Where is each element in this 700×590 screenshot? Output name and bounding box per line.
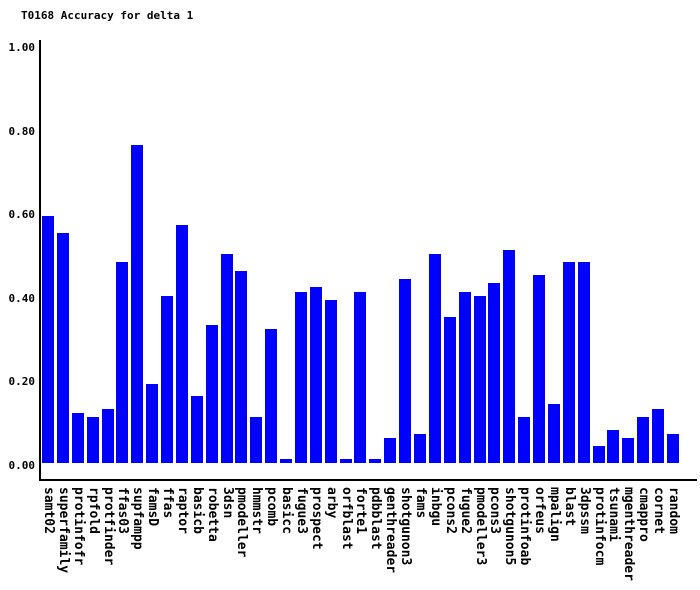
bar-mpalign bbox=[548, 404, 560, 463]
x-tick-label-cornet: cornet bbox=[651, 487, 666, 534]
x-tick-label-genthreader: genthreader bbox=[383, 487, 398, 574]
bar-fugue3 bbox=[295, 292, 307, 463]
x-tick-label-mgenthreader: mgenthreader bbox=[621, 487, 636, 581]
bar-rpfold bbox=[87, 417, 99, 463]
x-tick-label-supfampp: supfampp bbox=[130, 487, 145, 550]
x-tick-label-famsD: famsD bbox=[145, 487, 160, 527]
x-tick-label-robetta: robetta bbox=[205, 487, 220, 542]
x-tick-label-prospect: prospect bbox=[309, 487, 324, 550]
x-tick-label-tsunami: tsunami bbox=[606, 487, 621, 542]
bar-protinfocm bbox=[593, 446, 605, 463]
x-tick-label-arby: arby bbox=[324, 487, 339, 519]
bar-mgenthreader bbox=[622, 438, 634, 463]
bar-fugue2 bbox=[459, 292, 471, 463]
bar-arby bbox=[325, 300, 337, 463]
x-tick-label-superfamily: superfamily bbox=[56, 487, 71, 574]
bar-tsunami bbox=[607, 430, 619, 463]
bar-pmodeller bbox=[235, 271, 247, 463]
x-axis-line bbox=[39, 479, 697, 481]
y-tick-label: 1.00 bbox=[8, 41, 36, 54]
x-tick-label-fugue2: fugue2 bbox=[458, 487, 473, 534]
bar-genthreader bbox=[384, 438, 396, 463]
bar-pcons2 bbox=[444, 317, 456, 463]
x-tick-label-protinfoab: protinfoab bbox=[517, 487, 532, 566]
x-tick-label-mpalign: mpalign bbox=[547, 487, 562, 542]
y-axis-line bbox=[39, 40, 41, 481]
bar-shotgunon5 bbox=[503, 250, 515, 463]
bar-cornet bbox=[652, 409, 664, 463]
bar-basicc bbox=[280, 459, 292, 463]
y-tick-label: 0.40 bbox=[8, 291, 36, 305]
x-tick-label-shotgunon3: shotgunon3 bbox=[398, 487, 413, 566]
bar-ffas bbox=[161, 296, 173, 463]
x-tick-label-forte1: forte1 bbox=[353, 487, 368, 534]
x-tick-label-raptor: raptor bbox=[175, 487, 190, 534]
bar-samt02 bbox=[42, 216, 54, 463]
x-tick-label-fugue3: fugue3 bbox=[294, 487, 309, 534]
bar-protinfofr bbox=[72, 413, 84, 463]
x-tick-label-protfinder: protfinder bbox=[101, 487, 116, 566]
bar-inbgu bbox=[429, 254, 441, 463]
x-tick-label-inbgu: inbgu bbox=[428, 487, 443, 527]
x-tick-label-orfeus: orfeus bbox=[532, 487, 547, 534]
x-tick-label-hmmstr: hmmstr bbox=[249, 487, 264, 534]
bar-shotgunon3 bbox=[399, 279, 411, 463]
bar-supfampp bbox=[131, 145, 143, 463]
bar-basicb bbox=[191, 396, 203, 463]
x-tick-label-basicc: basicc bbox=[279, 487, 294, 534]
x-tick-label-shotgunon5: shotgunon5 bbox=[502, 487, 517, 566]
x-tick-label-protinfofr: protinfofr bbox=[71, 487, 86, 566]
bar-protinfoab bbox=[518, 417, 530, 463]
x-tick-label-pcons2: pcons2 bbox=[443, 487, 458, 534]
bar-3dpssm bbox=[578, 262, 590, 463]
x-tick-label-pdbblast: pdbblast bbox=[368, 487, 383, 550]
bar-superfamily bbox=[57, 233, 69, 463]
x-tick-label-ffas: ffas bbox=[160, 487, 175, 519]
x-tick-label-pmodeller3: pmodeller3 bbox=[473, 487, 488, 566]
bar-robetta bbox=[206, 325, 218, 463]
bar-famsD bbox=[146, 384, 158, 463]
x-tick-label-3dsn: 3dsn bbox=[220, 487, 235, 519]
x-tick-label-orfblast: orfblast bbox=[339, 487, 354, 550]
bar-raptor bbox=[176, 225, 188, 463]
x-tick-label-pcomb: pcomb bbox=[264, 487, 279, 527]
bar-protfinder bbox=[102, 409, 114, 463]
y-tick-label: 0.00 bbox=[8, 459, 36, 472]
x-tick-label-samt02: samt02 bbox=[41, 487, 56, 534]
bar-blast bbox=[563, 262, 575, 463]
bar-fams bbox=[414, 434, 426, 463]
bar-pmodeller3 bbox=[474, 296, 486, 463]
bar-pcons3 bbox=[488, 283, 500, 463]
chart-title: T0168 Accuracy for delta 1 bbox=[21, 9, 194, 22]
bar-ffas03 bbox=[116, 262, 128, 463]
x-tick-label-ffas03: ffas03 bbox=[115, 487, 130, 534]
x-tick-label-random: random bbox=[666, 487, 681, 534]
x-tick-label-pmodeller: pmodeller bbox=[234, 487, 249, 558]
x-tick-label-basicb: basicb bbox=[190, 487, 205, 534]
x-tick-label-blast: blast bbox=[562, 487, 577, 527]
bar-pdbblast bbox=[369, 459, 381, 463]
x-tick-label-3dpssm: 3dpssm bbox=[577, 487, 592, 534]
x-tick-label-cmappro: cmappro bbox=[636, 487, 651, 542]
bar-random bbox=[667, 434, 679, 463]
x-tick-label-fams: fams bbox=[413, 487, 428, 519]
bar-forte1 bbox=[354, 292, 366, 463]
x-tick-label-pcons3: pcons3 bbox=[487, 487, 502, 534]
bar-cmappro bbox=[637, 417, 649, 463]
y-tick-label: 0.80 bbox=[8, 124, 36, 138]
x-tick-label-rpfold: rpfold bbox=[86, 487, 101, 534]
bar-orfeus bbox=[533, 275, 545, 463]
x-tick-label-protinfocm: protinfocm bbox=[592, 487, 607, 566]
bar-prospect bbox=[310, 287, 322, 463]
y-tick-label: 0.60 bbox=[8, 208, 36, 222]
bar-orfblast bbox=[340, 459, 352, 463]
y-tick-label: 0.20 bbox=[8, 375, 36, 389]
bar-hmmstr bbox=[250, 417, 262, 463]
bar-pcomb bbox=[265, 329, 277, 463]
bar-3dsn bbox=[221, 254, 233, 463]
